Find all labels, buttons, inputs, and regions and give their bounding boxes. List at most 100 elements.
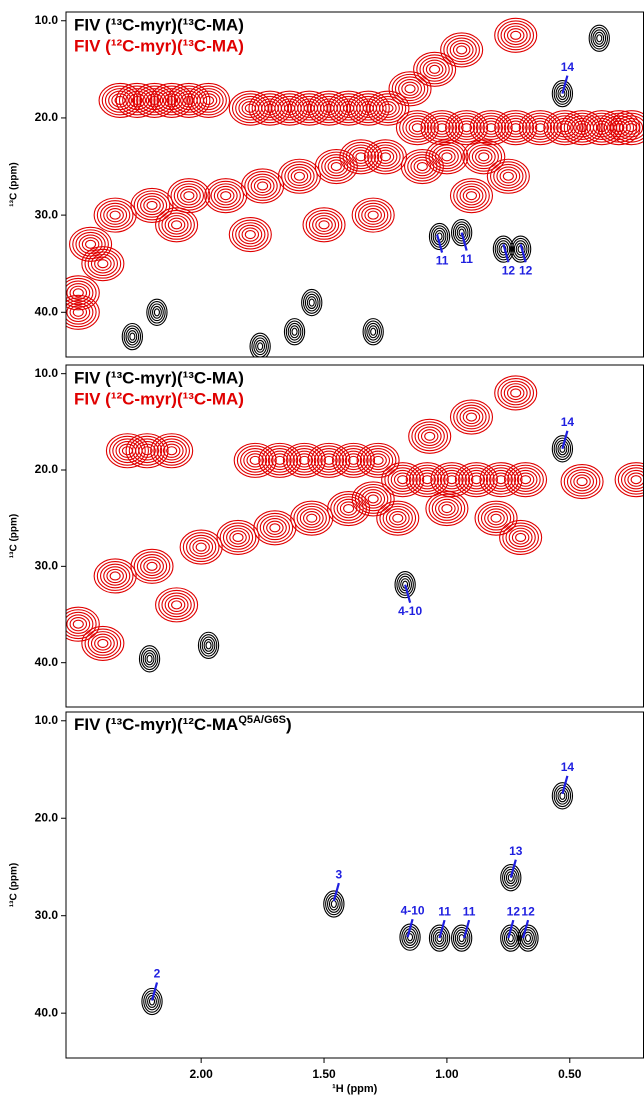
contour-ring [411,123,423,133]
contour-ring [401,81,419,96]
contour-ring [482,120,500,135]
contour-ring [493,163,524,189]
contour-ring [158,589,195,620]
contour-ring [291,327,298,336]
contour-ring [207,180,245,211]
contour-ring [609,110,644,146]
contour-ring [494,110,538,146]
contour-ring [423,112,461,143]
contour-ring [394,571,416,599]
contour-ring [96,561,134,591]
contour-ring [461,123,473,133]
contour-ring [555,84,570,103]
contour-ring [617,464,644,495]
contour-ring [142,649,157,668]
y-tick-label: 40.0 [35,1005,59,1019]
contour-ring [449,40,474,60]
contour-ring [123,325,142,348]
contour-ring [362,103,374,113]
contour-ring [106,568,124,584]
contour-ring [316,450,341,471]
contour-ring [443,472,461,487]
contour-ring [441,503,453,514]
contour-ring [456,404,487,430]
x-tick-label: 0.50 [558,1067,582,1081]
peak [499,519,543,555]
contour-ring [250,176,275,196]
legend-text: FIV (¹³C-myr)(¹²C-MA [74,715,238,734]
contour-ring [167,82,211,118]
contour-ring [238,224,263,245]
contour-ring [171,600,183,610]
contour-ring [612,112,644,143]
contour-ring [308,298,315,307]
contour-ring [510,467,541,492]
peak [283,318,306,346]
contour-ring [253,178,272,194]
contour-ring [330,493,367,524]
peak [376,500,420,536]
contour-ring [388,71,432,107]
contour-ring [430,462,474,498]
contour-ring [425,139,469,175]
contour-ring [97,638,109,648]
panel-frame [65,11,644,358]
contour-ring [475,149,493,164]
contour-ring [255,339,266,353]
annotation-pointer [502,243,510,263]
contour-ring [96,200,134,231]
y-tick-label: 20.0 [35,110,59,124]
peak [351,481,395,517]
contour-ring [159,440,184,461]
contour-ring [456,183,487,209]
contour-ring [622,120,640,135]
contour-ring [141,987,163,1016]
contour-ring [170,180,208,211]
contour-ring [496,166,521,186]
contour-ring [173,183,205,209]
contour-ring [254,95,286,121]
contour-ring [150,433,194,469]
contour-ring [235,95,266,121]
contour-ring [323,890,345,918]
contour-ring [241,168,285,204]
contour-ring [161,592,192,618]
peak [494,17,538,53]
contour-ring [69,305,88,320]
contour-ring [425,62,444,77]
contour-ring [358,486,389,512]
contour-ring [118,85,156,116]
contour-ring [555,439,570,458]
peak [121,322,144,351]
contour-ring [257,342,264,351]
contour-ring [393,472,412,487]
contour-ring [232,532,244,542]
contour-ring [342,141,380,172]
contour-ring [220,191,232,201]
contour-ring [434,498,459,519]
peak [494,375,538,411]
contour-ring [327,490,371,527]
contour-ring [502,171,514,181]
peak [551,435,574,463]
annotation-label: 14 [561,760,575,774]
contour-ring [421,475,433,485]
annotation-label: 13 [509,844,523,858]
contour-ring [399,923,421,951]
contour-ring [318,220,330,230]
contour-ring [301,288,323,317]
contour-ring [441,152,453,162]
contour-ring [454,462,498,498]
annotation-label: 14 [561,60,575,74]
annotation-pointer [438,919,446,939]
contour-ring [99,202,131,228]
contour-ring [156,438,187,464]
y-tick-label: 30.0 [35,559,59,573]
contour-ring [454,117,479,138]
contour-ring [515,532,527,542]
peak [253,510,297,546]
contour-ring [407,154,438,179]
contour-ring [505,871,516,885]
contour-ring [450,218,473,247]
